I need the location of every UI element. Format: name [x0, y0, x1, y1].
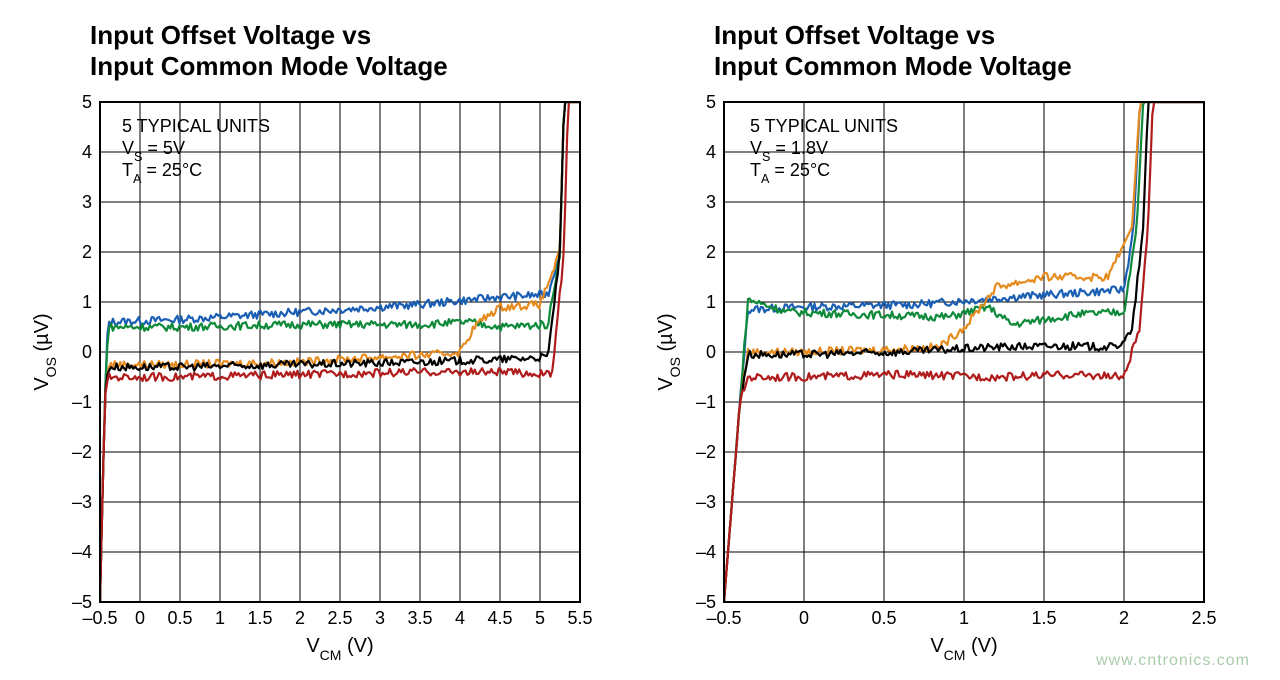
svg-text:5 TYPICAL UNITS: 5 TYPICAL UNITS	[122, 116, 270, 136]
svg-text:4: 4	[455, 608, 465, 628]
svg-text:1: 1	[82, 292, 92, 312]
svg-text:1: 1	[706, 292, 716, 312]
svg-text:–5: –5	[72, 592, 92, 612]
svg-text:2: 2	[706, 242, 716, 262]
svg-text:1.5: 1.5	[1031, 608, 1056, 628]
svg-text:3: 3	[706, 192, 716, 212]
chart-title-r2: Input Common Mode Voltage	[714, 51, 1072, 81]
chart-title-left: Input Offset Voltage vs Input Common Mod…	[90, 20, 594, 82]
svg-text:0: 0	[135, 608, 145, 628]
svg-text:–5: –5	[696, 592, 716, 612]
svg-text:3: 3	[82, 192, 92, 212]
chart-title-l2: Input Common Mode Voltage	[90, 51, 448, 81]
chart-title-right: Input Offset Voltage vs Input Common Mod…	[714, 20, 1218, 82]
svg-text:2.5: 2.5	[327, 608, 352, 628]
svg-text:–4: –4	[72, 542, 92, 562]
svg-text:5.5: 5.5	[567, 608, 592, 628]
svg-text:0: 0	[799, 608, 809, 628]
svg-text:–2: –2	[72, 442, 92, 462]
svg-text:3: 3	[375, 608, 385, 628]
svg-text:–1: –1	[696, 392, 716, 412]
svg-text:0.5: 0.5	[871, 608, 896, 628]
svg-text:1: 1	[215, 608, 225, 628]
chart-left: Input Offset Voltage vs Input Common Mod…	[30, 20, 594, 667]
svg-text:2.5: 2.5	[1191, 608, 1216, 628]
svg-text:VOS (µV): VOS (µV)	[31, 314, 59, 391]
chart-title-l1: Input Offset Voltage vs	[90, 20, 371, 50]
svg-text:0: 0	[82, 342, 92, 362]
svg-text:VOS (µV): VOS (µV)	[655, 314, 683, 391]
svg-text:2: 2	[1119, 608, 1129, 628]
svg-text:–4: –4	[696, 542, 716, 562]
chart-title-r1: Input Offset Voltage vs	[714, 20, 995, 50]
svg-text:5: 5	[82, 92, 92, 112]
svg-text:0.5: 0.5	[167, 608, 192, 628]
chart-canvas-right: –0.500.511.522.5–5–4–3–2–1012345VCM (V)V…	[654, 92, 1218, 667]
svg-text:VCM (V): VCM (V)	[930, 635, 997, 662]
svg-text:1: 1	[959, 608, 969, 628]
svg-text:2: 2	[295, 608, 305, 628]
svg-text:3.5: 3.5	[407, 608, 432, 628]
watermark: www.cntronics.com	[1096, 652, 1250, 670]
svg-text:4.5: 4.5	[487, 608, 512, 628]
svg-text:5: 5	[706, 92, 716, 112]
svg-text:VCM (V): VCM (V)	[306, 635, 373, 662]
svg-text:4: 4	[82, 142, 92, 162]
svg-text:–1: –1	[72, 392, 92, 412]
svg-text:–3: –3	[72, 492, 92, 512]
chart-right: Input Offset Voltage vs Input Common Mod…	[654, 20, 1218, 667]
charts-row: Input Offset Voltage vs Input Common Mod…	[30, 20, 1250, 667]
svg-text:1.5: 1.5	[247, 608, 272, 628]
svg-text:4: 4	[706, 142, 716, 162]
svg-text:–3: –3	[696, 492, 716, 512]
svg-text:–2: –2	[696, 442, 716, 462]
chart-canvas-left: –0.500.511.522.533.544.555.5–5–4–3–2–101…	[30, 92, 594, 667]
svg-text:0: 0	[706, 342, 716, 362]
svg-text:2: 2	[82, 242, 92, 262]
svg-text:5 TYPICAL UNITS: 5 TYPICAL UNITS	[750, 116, 898, 136]
svg-text:5: 5	[535, 608, 545, 628]
